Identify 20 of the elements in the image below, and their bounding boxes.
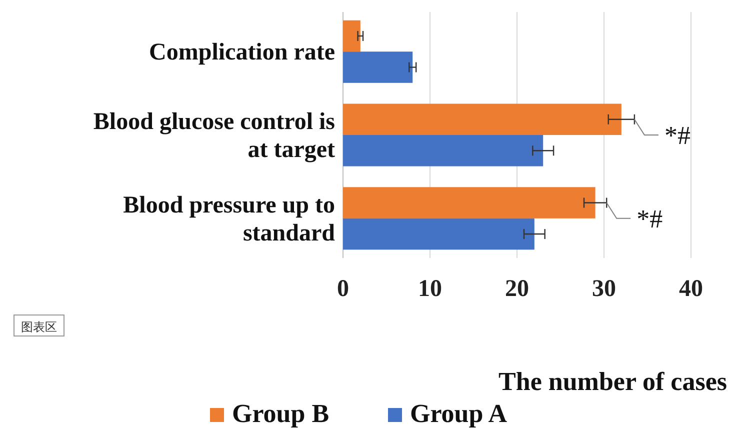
bar	[343, 218, 534, 250]
x-tick-label: 40	[679, 276, 703, 302]
x-tick-label: 30	[592, 276, 616, 302]
text: 图表区	[21, 320, 57, 334]
bar	[343, 135, 544, 166]
y-tick-label: Complication rate	[149, 40, 336, 66]
legend-label: Group A	[410, 399, 508, 428]
x-tick-label: 10	[418, 276, 442, 302]
annotation: *#	[664, 121, 690, 150]
x-axis-title: The number of cases	[498, 367, 727, 396]
bar	[343, 52, 413, 83]
x-tick-label: 20	[505, 276, 529, 302]
annotation: *#	[636, 204, 663, 234]
bar	[343, 104, 622, 135]
x-tick-label: 0	[337, 276, 349, 302]
y-tick-label: Blood glucose control is at target	[93, 109, 336, 163]
bar	[343, 20, 360, 52]
bar	[343, 187, 596, 218]
legend-label: Group B	[232, 399, 330, 428]
y-tick-label: Blood pressure up to standard	[123, 192, 336, 246]
